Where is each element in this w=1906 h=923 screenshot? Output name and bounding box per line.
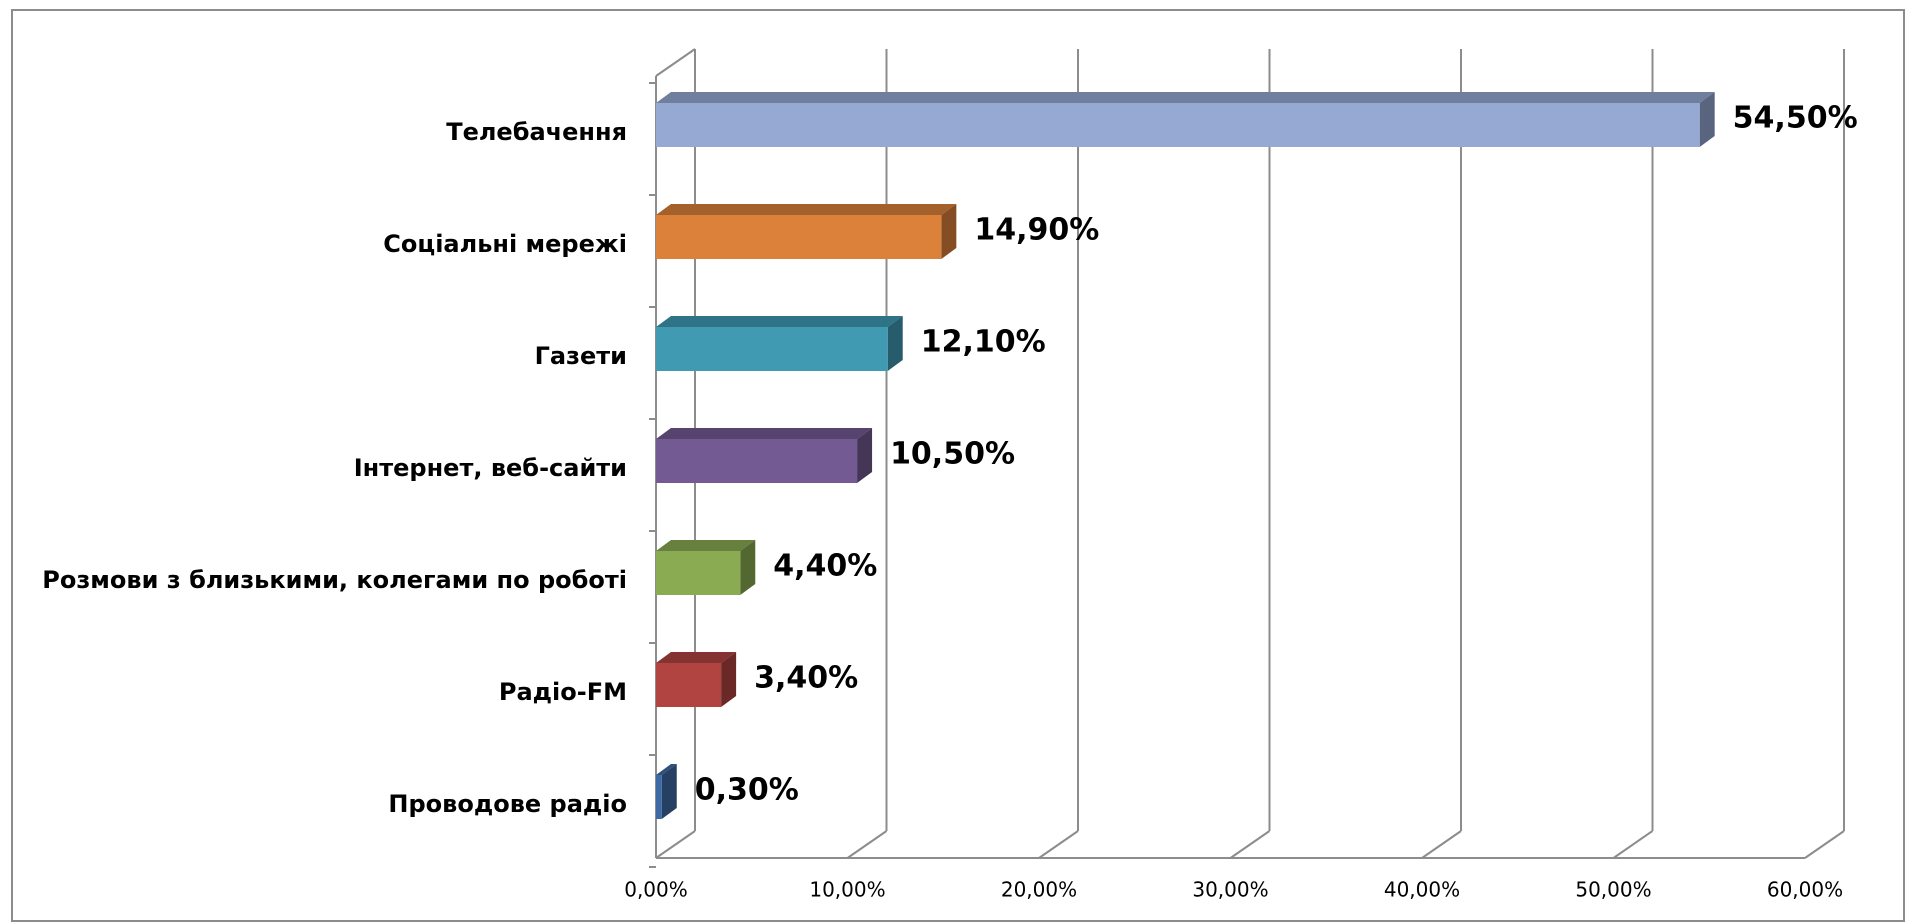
grid-floor-line (846, 830, 888, 859)
bar-side (740, 540, 756, 595)
grid-floor-line (1612, 830, 1654, 859)
bar-side (857, 428, 873, 483)
bar (656, 775, 662, 819)
bar-side (887, 316, 903, 371)
bar-top (656, 652, 737, 663)
x-tick-label: 10,00% (809, 878, 885, 902)
bar (656, 327, 888, 371)
y-tick-label: Радіо-FM (499, 678, 627, 706)
grid-floor-line (1421, 830, 1462, 859)
bar-top (656, 92, 1715, 103)
bar-top (656, 540, 756, 551)
y-tick-label: Проводове радіо (388, 790, 627, 818)
x-tick-label: 50,00% (1575, 878, 1651, 902)
grid-floor-line (655, 830, 696, 859)
bar-side (941, 204, 957, 259)
left-wall-top (655, 48, 696, 77)
grid-floor-line (1038, 830, 1079, 859)
grid-floor-line (1804, 830, 1845, 859)
y-tick-label: Соціальні мережі (383, 230, 627, 258)
value-label: 10,50% (890, 437, 1015, 472)
x-tick-label: 40,00% (1384, 878, 1460, 902)
bar-side (661, 764, 677, 819)
bar-side (721, 652, 737, 707)
bar-top (656, 204, 957, 215)
value-label: 4,40% (773, 549, 877, 584)
y-tick-label: Газети (535, 342, 627, 370)
value-label: 3,40% (754, 661, 858, 696)
x-tick-label: 60,00% (1767, 878, 1843, 902)
grid-floor-line (1229, 830, 1271, 859)
bar (656, 551, 741, 595)
bar-top (656, 316, 903, 327)
bar-top (656, 428, 873, 439)
x-tick-label: 30,00% (1192, 878, 1268, 902)
bar (656, 103, 1700, 147)
x-tick-label: 0,00% (624, 878, 688, 902)
value-label: 0,30% (695, 773, 799, 808)
y-tick-label: Розмови з близькими, колегами по роботі (42, 566, 627, 594)
bar-top (656, 764, 677, 775)
y-tick-label: Телебачення (446, 118, 627, 146)
bar (656, 215, 942, 259)
value-label: 12,10% (921, 325, 1046, 360)
bar (656, 439, 858, 483)
bar-side (1699, 92, 1715, 147)
x-tick-label: 20,00% (1001, 878, 1077, 902)
y-tick-label: Інтернет, веб-сайти (354, 454, 627, 482)
bar (656, 663, 722, 707)
value-label: 14,90% (974, 213, 1099, 248)
value-label: 54,50% (1733, 101, 1858, 136)
chart-border (11, 9, 1905, 922)
